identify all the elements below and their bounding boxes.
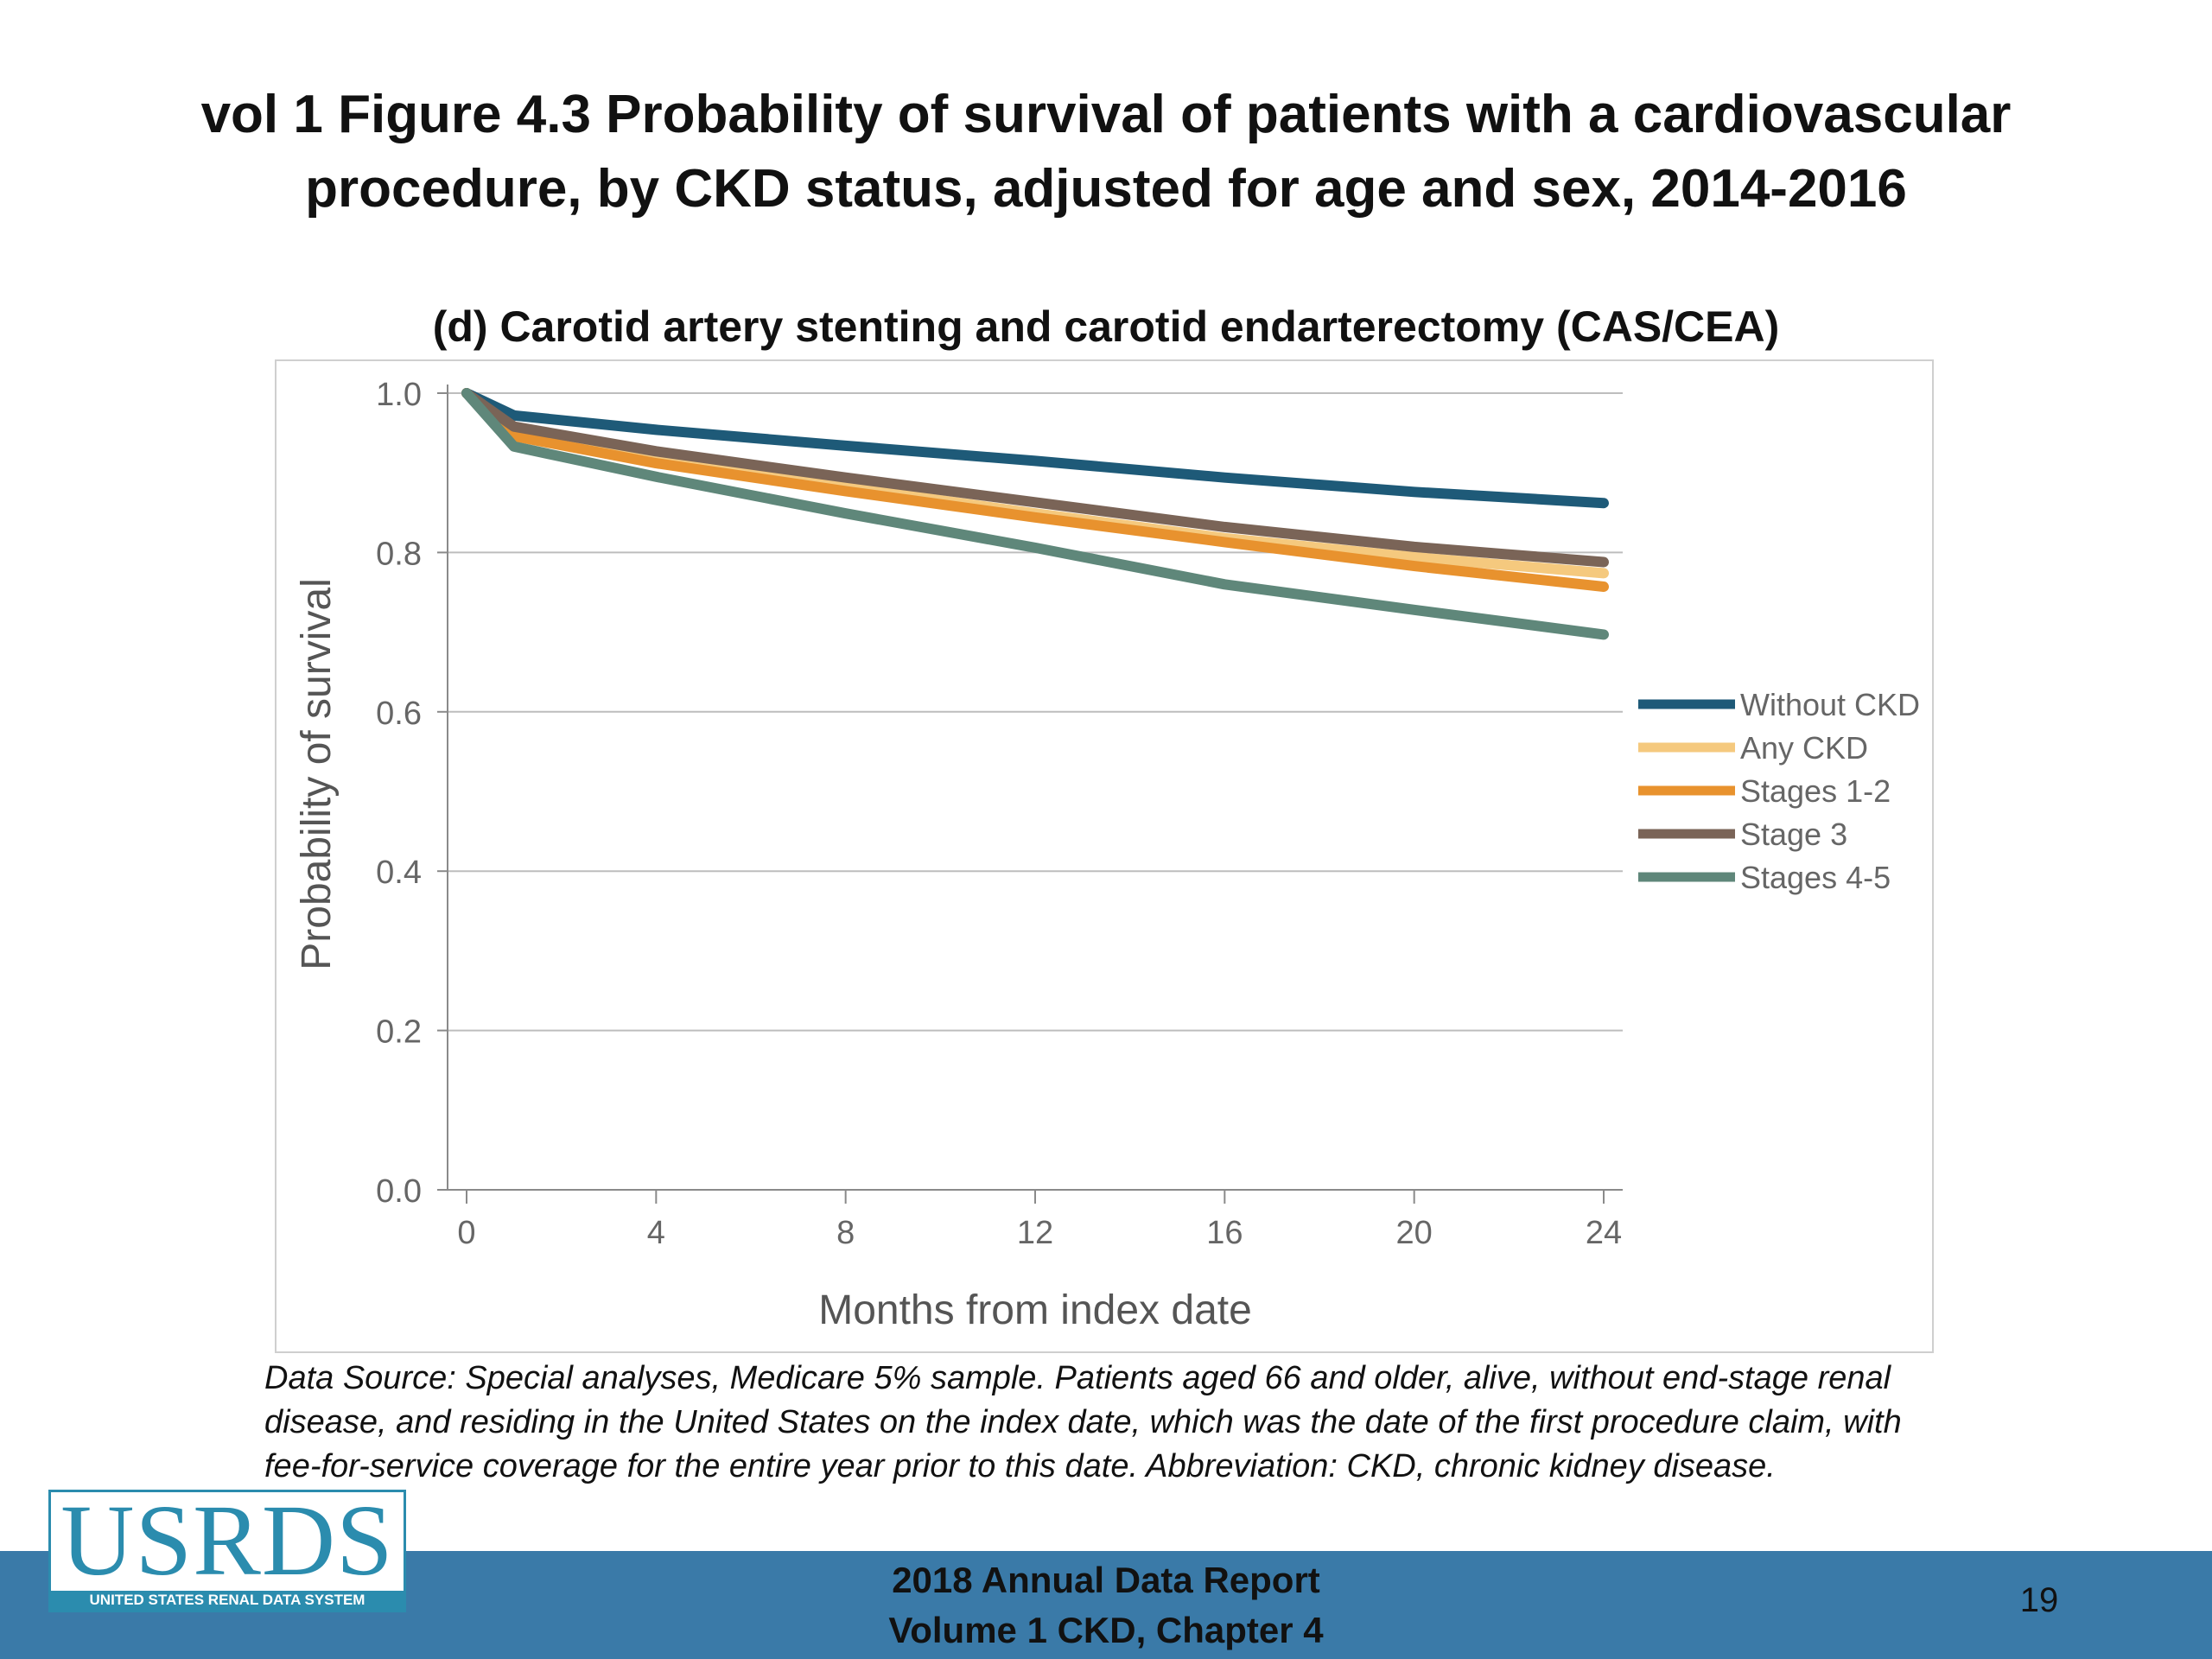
logo-wordmark: USRDS [60,1484,394,1597]
x-tick-label: 12 [1017,1215,1053,1251]
x-axis-label: Months from index date [818,1287,1252,1333]
y-tick-label: 0.0 [376,1173,422,1210]
logo-tagline: UNITED STATES RENAL DATA SYSTEM [51,1591,404,1610]
x-tick-label: 16 [1206,1215,1243,1251]
source-line-2: disease, and residing in the United Stat… [264,1404,1902,1440]
legend-label-stages-1-2: Stages 1-2 [1740,773,1891,809]
y-tick-label: 0.2 [376,1014,422,1051]
usrds-logo: USRDS UNITED STATES RENAL DATA SYSTEM [48,1484,406,1612]
slide-title: vol 1 Figure 4.3 Probability of survival… [138,78,2074,226]
y-tick-label: 1.0 [376,377,422,413]
source-line-1: Data Source: Special analyses, Medicare … [264,1360,1891,1396]
legend-label-stages-4-5: Stages 4-5 [1740,860,1891,895]
slide-title-line2: procedure, by CKD status, adjusted for a… [305,159,1907,219]
y-axis-label: Probability of survival [294,578,340,970]
series-line-stages-4-5 [461,388,1609,640]
x-tick-label: 4 [647,1215,665,1251]
footer-report-label: 2018 Annual Data Report Volume 1 CKD, Ch… [760,1555,1452,1656]
series-line-stage-3 [461,388,1609,568]
series-line-without-ckd [461,388,1609,509]
footer-line-2: Volume 1 CKD, Chapter 4 [888,1610,1324,1650]
legend-label-without-ckd: Without CKD [1740,687,1920,722]
slide-title-line1: vol 1 Figure 4.3 Probability of survival… [200,85,2012,144]
y-tick-label: 0.6 [376,696,422,732]
chart-frame [275,359,1934,1353]
y-tick-label: 0.4 [376,855,422,891]
legend-label-stage-3: Stage 3 [1740,817,1847,852]
chart-title: (d) Carotid artery stenting and carotid … [432,302,1780,351]
footer-line-1: 2018 Annual Data Report [892,1560,1320,1600]
data-source-note: Data Source: Special analyses, Medicare … [264,1357,1993,1489]
x-tick-label: 24 [1586,1215,1622,1251]
y-tick-label: 0.8 [376,536,422,572]
x-tick-label: 8 [836,1215,855,1251]
source-line-3: fee-for-service coverage for the entire … [264,1448,1776,1484]
x-tick-label: 20 [1396,1215,1433,1251]
legend-label-any-ckd: Any CKD [1740,730,1868,766]
page-number: 19 [2019,1581,2059,1619]
series-line-stages-1-2 [461,388,1609,592]
x-tick-label: 0 [457,1215,475,1251]
